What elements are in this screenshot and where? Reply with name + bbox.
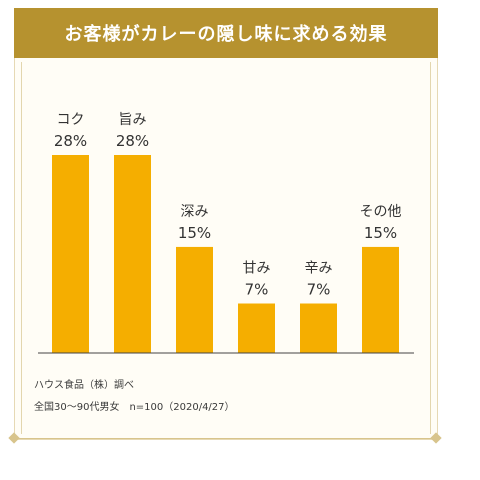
value-label: 15% xyxy=(178,224,211,242)
chart-title: お客様がカレーの隠し味に求める効果 xyxy=(64,24,388,45)
sample-note: 全国30～90代男女 n=100（2020/4/27） xyxy=(34,402,235,413)
bar-3 xyxy=(176,246,213,353)
bar-4 xyxy=(238,303,275,353)
bar-5 xyxy=(300,303,337,353)
value-label: 15% xyxy=(364,224,397,242)
bottom-border-rule xyxy=(18,438,436,439)
value-label: 7% xyxy=(307,281,331,299)
title-bar: お客様がカレーの隠し味に求める効果 xyxy=(14,8,438,58)
category-label: 辛み xyxy=(305,261,333,277)
bar-1 xyxy=(52,155,89,353)
category-label: その他 xyxy=(360,204,402,220)
value-label: 7% xyxy=(245,281,269,299)
bar-2 xyxy=(114,155,151,353)
value-label: 28% xyxy=(116,132,149,150)
source-note: ハウス食品（株）調べ xyxy=(34,380,134,391)
category-label: 旨み xyxy=(119,112,147,128)
category-label: コク xyxy=(57,112,85,128)
value-label: 28% xyxy=(54,132,87,150)
left-border-rule xyxy=(21,62,22,434)
right-border-rule xyxy=(430,62,431,434)
category-label: 甘み xyxy=(243,261,271,277)
category-label: 深み xyxy=(181,204,209,220)
bar-6 xyxy=(362,246,399,353)
